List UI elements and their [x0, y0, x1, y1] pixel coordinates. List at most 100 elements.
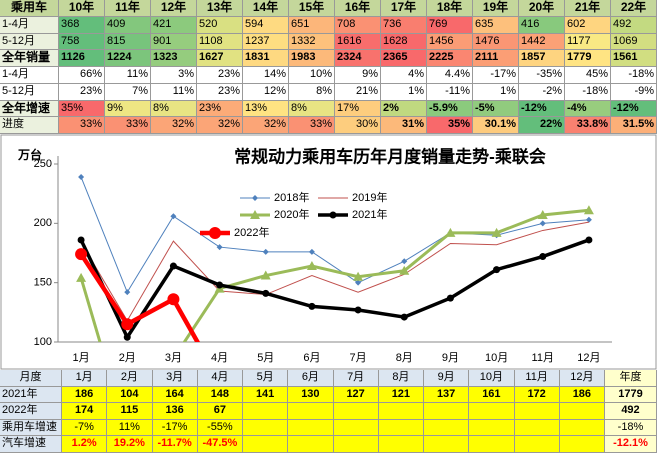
data-cell: 368 — [59, 16, 105, 34]
data-cell: 136 — [152, 403, 198, 420]
chart: 常规动力乘用车历年月度销量走势-乘联会 万台 100 150 200 250 1月 2月 3… — [0, 134, 657, 370]
data-cell: 769 — [427, 16, 473, 34]
data-cell: 23% — [59, 83, 105, 101]
data-cell: -12% — [611, 100, 657, 118]
data-cell: -9% — [611, 83, 657, 101]
data-cell: 1857 — [519, 50, 565, 67]
data-cell: 1332 — [289, 33, 335, 51]
data-cell: 1.2% — [62, 436, 108, 453]
data-cell: 23% — [197, 67, 243, 84]
x-tick-label: 9月 — [442, 352, 459, 364]
data-cell: 137 — [424, 386, 470, 404]
data-cell: -11.7% — [152, 436, 198, 453]
x-tick-label: 6月 — [303, 352, 320, 364]
data-cell: 21% — [335, 83, 381, 101]
data-cell: 10% — [289, 67, 335, 84]
data-cell: 3% — [151, 67, 197, 84]
data-cell: 1831 — [243, 50, 289, 67]
data-cell: 421 — [151, 16, 197, 34]
data-cell: 66% — [59, 67, 105, 84]
data-cell: -7% — [62, 419, 108, 437]
data-cell: 30.1% — [473, 117, 519, 134]
point — [209, 227, 221, 239]
data-cell: 1% — [473, 83, 519, 101]
data-cell: 2111 — [473, 50, 519, 67]
x-tick-label: 2月 — [119, 352, 136, 364]
data-cell: 172 — [514, 386, 560, 404]
header-cell: 13年 — [197, 0, 243, 17]
point — [585, 216, 592, 223]
data-cell: 1456 — [427, 33, 473, 51]
data-cell: 1069 — [611, 33, 657, 51]
data-cell: 121 — [378, 386, 424, 404]
x-tick-label: 8月 — [396, 352, 413, 364]
series-line — [80, 221, 590, 322]
point — [77, 236, 85, 244]
data-cell: 2225 — [427, 50, 473, 67]
y-tick-label: 200 — [34, 217, 52, 229]
data-cell: -35% — [519, 67, 565, 84]
data-cell — [559, 436, 605, 453]
data-cell: -12% — [519, 100, 565, 118]
data-cell: 31.5% — [611, 117, 657, 134]
data-cell: 14% — [243, 67, 289, 84]
data-cell: 1237 — [243, 33, 289, 51]
header-cell: 6月 — [288, 370, 334, 387]
data-cell — [288, 419, 334, 437]
point — [124, 289, 131, 296]
point — [169, 262, 177, 270]
header-cell: 10月 — [469, 370, 515, 387]
data-cell — [243, 419, 289, 437]
data-cell: 2324 — [335, 50, 381, 67]
y-axis-label: 万台 — [17, 147, 42, 162]
data-cell — [469, 403, 515, 420]
header-cell: 2月 — [107, 370, 153, 387]
data-cell: 33% — [105, 117, 151, 134]
data-cell — [424, 403, 470, 420]
data-cell: 1177 — [565, 33, 611, 51]
header-cell: 3月 — [152, 370, 198, 387]
y-tick-label: 250 — [34, 158, 52, 170]
data-cell: 409 — [105, 16, 151, 34]
data-cell: 32% — [151, 117, 197, 134]
data-cell: 8% — [289, 100, 335, 118]
legend-label: 2019年 — [352, 190, 387, 204]
data-cell: -18% — [611, 67, 657, 84]
data-cell — [243, 403, 289, 420]
data-cell: 2% — [381, 100, 427, 118]
data-cell — [559, 419, 605, 437]
data-cell: -5.9% — [427, 100, 473, 118]
data-cell: 1983 — [289, 50, 335, 67]
row-label: 汽车增速 — [0, 436, 62, 453]
row-label: 进度 — [0, 117, 59, 134]
data-cell: 635 — [473, 16, 519, 34]
data-cell: 8% — [289, 83, 335, 101]
header-cell: 年度 — [605, 370, 657, 387]
data-cell: 1779 — [605, 386, 657, 404]
legend-label: 2020年 — [274, 207, 309, 221]
header-cell: 21年 — [565, 0, 611, 17]
data-cell — [288, 403, 334, 420]
data-cell — [424, 436, 470, 453]
header-cell: 10年 — [59, 0, 105, 17]
header-cell: 14年 — [243, 0, 289, 17]
point — [123, 333, 131, 341]
point — [216, 244, 223, 251]
data-cell: 22% — [519, 117, 565, 134]
header-cell: 9月 — [424, 370, 470, 387]
data-cell: 492 — [605, 403, 657, 420]
header-cell: 7月 — [333, 370, 379, 387]
data-cell: 35% — [427, 117, 473, 134]
data-cell — [333, 403, 379, 420]
data-cell: 4% — [381, 67, 427, 84]
data-cell: 416 — [519, 16, 565, 34]
data-cell — [559, 403, 605, 420]
data-cell: 9% — [105, 100, 151, 118]
data-cell: 815 — [105, 33, 151, 51]
row-label: 2022年 — [0, 403, 62, 420]
row-label: 1-4月 — [0, 67, 59, 84]
legend-label: 2018年 — [274, 190, 309, 204]
data-cell: -11% — [427, 83, 473, 101]
header-cell: 19年 — [473, 0, 519, 17]
